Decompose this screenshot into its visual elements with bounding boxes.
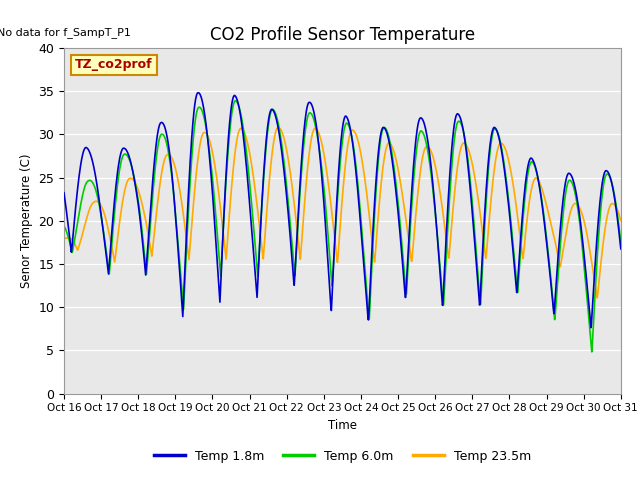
Y-axis label: Senor Temperature (C): Senor Temperature (C)	[20, 154, 33, 288]
Legend: Temp 1.8m, Temp 6.0m, Temp 23.5m: Temp 1.8m, Temp 6.0m, Temp 23.5m	[148, 445, 536, 468]
X-axis label: Time: Time	[328, 419, 357, 432]
Title: CO2 Profile Sensor Temperature: CO2 Profile Sensor Temperature	[210, 25, 475, 44]
Text: TZ_co2prof: TZ_co2prof	[75, 59, 153, 72]
Text: No data for f_SampT_P1: No data for f_SampT_P1	[0, 27, 131, 38]
